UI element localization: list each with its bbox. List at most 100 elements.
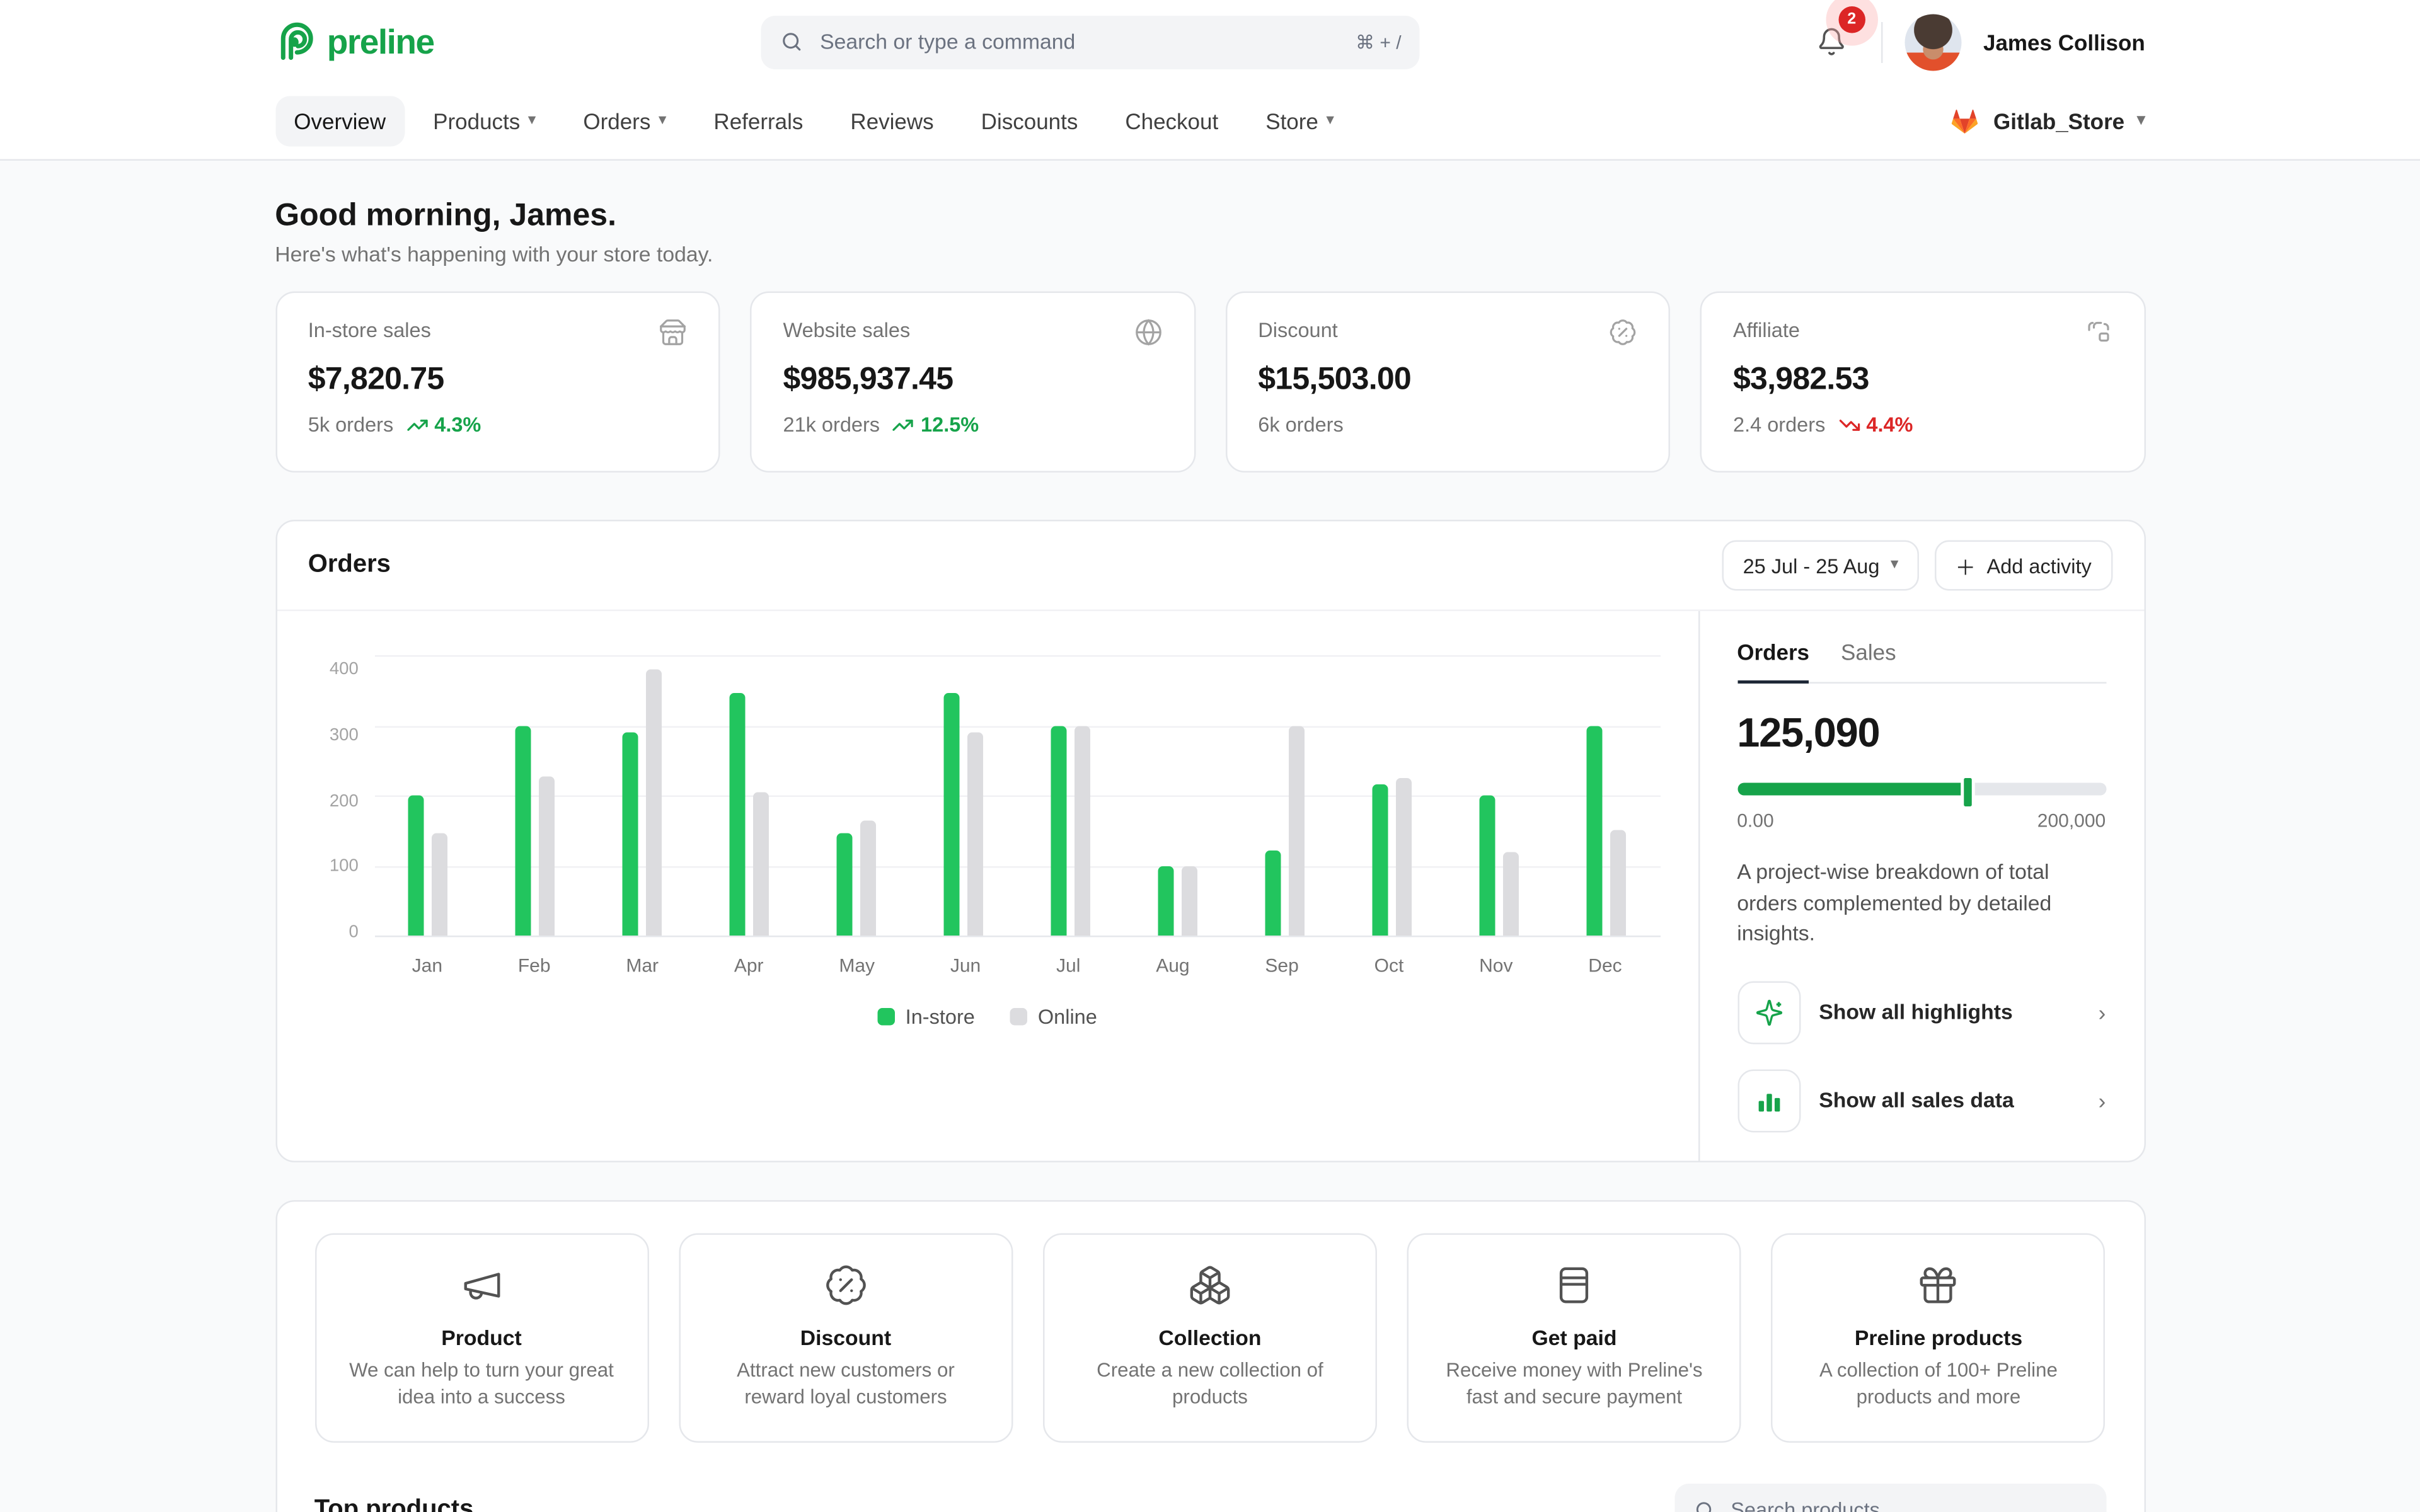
x-axis-label: Nov bbox=[1479, 954, 1512, 976]
bar-online bbox=[432, 834, 447, 936]
quick-card-get-paid[interactable]: Get paid Receive money with Preline's fa… bbox=[1407, 1233, 1742, 1443]
stat-orders: 5k orders bbox=[308, 413, 394, 437]
chart-plot-area bbox=[374, 655, 1660, 936]
quick-card-description: A collection of 100+ Preline products an… bbox=[1798, 1357, 2078, 1412]
notification-badge: 2 bbox=[1838, 6, 1865, 33]
nav-item-overview[interactable]: Overview bbox=[275, 96, 405, 147]
tab-orders[interactable]: Orders bbox=[1737, 639, 1809, 684]
search-icon bbox=[1693, 1499, 1715, 1512]
nav-item-orders[interactable]: Orders▾ bbox=[564, 96, 685, 147]
chevron-down-icon: ▾ bbox=[1891, 558, 1899, 573]
quick-card-discount[interactable]: Discount Attract new customers or reward… bbox=[679, 1233, 1013, 1443]
bar-online bbox=[1503, 852, 1519, 936]
orders-progress-slider[interactable] bbox=[1737, 783, 2106, 796]
quick-card-title: Product bbox=[341, 1326, 621, 1349]
orders-chart: 400 300 200 100 0 bbox=[277, 611, 1698, 1160]
global-search[interactable]: ⌘ + / bbox=[762, 15, 1420, 69]
bar-in-store bbox=[516, 725, 531, 936]
x-axis-label: Sep bbox=[1265, 954, 1298, 976]
quick-card-product[interactable]: Product We can help to turn your great i… bbox=[314, 1233, 648, 1443]
bar-chart-icon bbox=[1737, 1069, 1800, 1132]
tab-sales[interactable]: Sales bbox=[1841, 639, 1896, 682]
globe-icon bbox=[1134, 318, 1162, 346]
nav-item-discounts[interactable]: Discounts bbox=[962, 96, 1097, 147]
quick-card-title: Preline products bbox=[1798, 1326, 2078, 1349]
gift-icon bbox=[1798, 1263, 2078, 1307]
chevron-right-icon: › bbox=[2099, 1000, 2106, 1025]
quick-actions: Product We can help to turn your great i… bbox=[314, 1233, 2106, 1443]
trend-badge: 12.5% bbox=[892, 413, 979, 437]
add-activity-button[interactable]: ＋ Add activity bbox=[1935, 541, 2112, 591]
stat-orders: 6k orders bbox=[1258, 413, 1344, 437]
trending-up-icon bbox=[406, 413, 428, 435]
bar-group-aug bbox=[1158, 655, 1198, 936]
trending-down-icon bbox=[1838, 413, 1860, 435]
bar-group-apr bbox=[730, 655, 769, 936]
nav-item-referrals[interactable]: Referrals bbox=[694, 96, 822, 147]
chevron-right-icon: › bbox=[2099, 1088, 2106, 1113]
products-search-input[interactable] bbox=[1727, 1496, 2087, 1512]
bar-online bbox=[1610, 830, 1626, 936]
chart-plot bbox=[374, 655, 1660, 936]
quick-card-collection[interactable]: Collection Create a new collection of pr… bbox=[1043, 1233, 1378, 1443]
bar-group-jan bbox=[408, 655, 448, 936]
bar-group-may bbox=[837, 655, 877, 936]
top-products-header: Top products bbox=[314, 1483, 2106, 1512]
bar-online bbox=[1182, 866, 1197, 936]
bar-online bbox=[539, 776, 555, 936]
show-all-sales-data-link[interactable]: Show all sales data › bbox=[1737, 1069, 2106, 1132]
x-axis-label: Aug bbox=[1156, 954, 1189, 976]
stat-value: $3,982.53 bbox=[1733, 362, 2112, 399]
x-axis-label: Jan bbox=[412, 954, 442, 976]
stat-value: $7,820.75 bbox=[308, 362, 687, 399]
stat-title: Discount bbox=[1258, 318, 1337, 342]
quick-card-description: Create a new collection of products bbox=[1069, 1357, 1351, 1412]
quick-card-description: Receive money with Preline's fast and se… bbox=[1434, 1357, 1715, 1412]
bell-icon bbox=[1817, 27, 1847, 57]
credit-card-icon bbox=[1434, 1263, 1715, 1307]
bar-in-store bbox=[837, 834, 853, 936]
legend-item-online: Online bbox=[1010, 1005, 1097, 1029]
bar-in-store bbox=[1265, 850, 1281, 936]
search-icon bbox=[781, 30, 805, 54]
bar-group-jul bbox=[1051, 655, 1091, 936]
bottom-panel: Product We can help to turn your great i… bbox=[275, 1200, 2145, 1512]
main-content: Good morning, James. Here's what's happe… bbox=[275, 198, 2145, 1512]
stat-title: Affiliate bbox=[1733, 318, 1800, 342]
chevron-down-icon: ▾ bbox=[1326, 113, 1334, 129]
date-range-select[interactable]: 25 Jul - 25 Aug ▾ bbox=[1722, 541, 1919, 591]
sparkles-icon bbox=[1737, 981, 1800, 1044]
notifications-button[interactable]: 2 bbox=[1805, 15, 1858, 69]
preline-logo[interactable]: preline bbox=[275, 21, 434, 64]
chevron-down-icon: ▾ bbox=[2137, 113, 2145, 129]
bar-in-store bbox=[1158, 866, 1174, 936]
search-input[interactable] bbox=[817, 28, 1343, 55]
progress-max-label: 200,000 bbox=[2037, 810, 2106, 832]
orders-progress-handle[interactable] bbox=[1961, 775, 1975, 810]
trend-badge: 4.3% bbox=[406, 413, 481, 437]
nav-item-checkout[interactable]: Checkout bbox=[1106, 96, 1237, 147]
top-bar: preline ⌘ + / 2 James Collison bbox=[0, 0, 2420, 84]
nav-item-products[interactable]: Products▾ bbox=[414, 96, 555, 147]
stat-value: $985,937.45 bbox=[783, 362, 1162, 399]
trend-badge: 4.4% bbox=[1838, 413, 1913, 437]
page-subtitle: Here's what's happening with your store … bbox=[275, 243, 2145, 266]
stat-orders: 2.4 orders bbox=[1733, 413, 1825, 437]
nav-item-reviews[interactable]: Reviews bbox=[831, 96, 952, 147]
stat-value: $15,503.00 bbox=[1258, 362, 1637, 399]
x-axis-label: Feb bbox=[518, 954, 551, 976]
bar-in-store bbox=[408, 796, 424, 936]
orders-panel-title: Orders bbox=[308, 551, 391, 580]
megaphone-icon bbox=[341, 1263, 621, 1307]
user-name[interactable]: James Collison bbox=[1983, 29, 2145, 54]
quick-card-preline-products[interactable]: Preline products A collection of 100+ Pr… bbox=[1772, 1233, 2106, 1443]
greeting-section: Good morning, James. Here's what's happe… bbox=[275, 198, 2145, 266]
user-avatar[interactable] bbox=[1904, 13, 1961, 70]
products-search[interactable] bbox=[1674, 1483, 2106, 1512]
store-switcher[interactable]: Gitlab_Store ▾ bbox=[1949, 106, 2145, 137]
nav-item-store[interactable]: Store▾ bbox=[1247, 96, 1353, 147]
show-all-highlights-link[interactable]: Show all highlights › bbox=[1737, 981, 2106, 1044]
bar-in-store bbox=[1373, 785, 1388, 936]
x-axis-label: Jul bbox=[1056, 954, 1080, 976]
bar-online bbox=[1075, 725, 1090, 936]
